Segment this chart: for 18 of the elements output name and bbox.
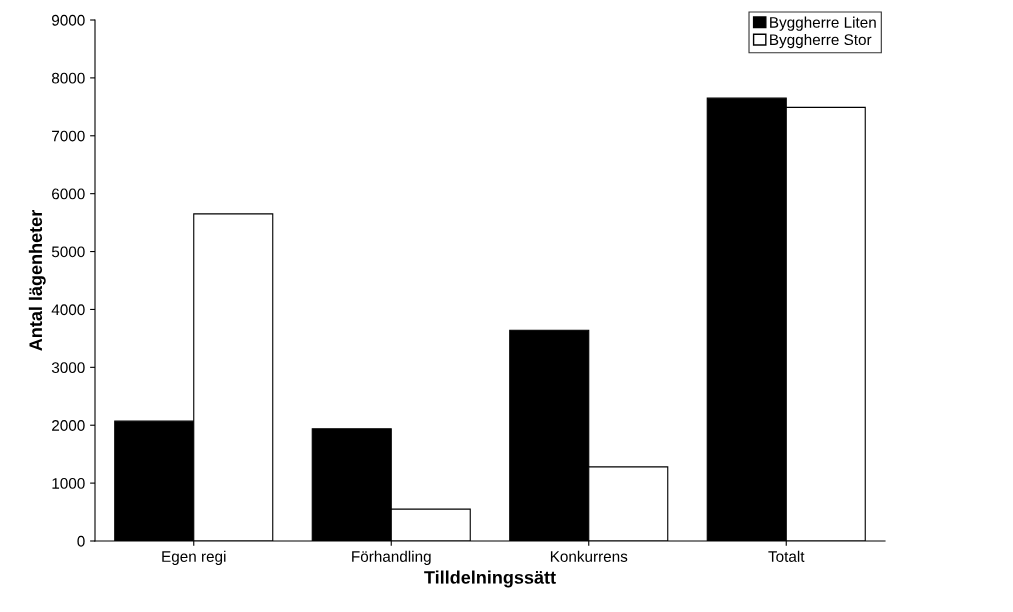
x-tick-label: Totalt bbox=[768, 550, 805, 562]
y-tick-label: 2000 bbox=[52, 420, 85, 431]
x-tick-label: Konkurrens bbox=[550, 550, 628, 562]
y-tick-label: 5000 bbox=[51, 246, 85, 258]
y-tick-label: 7000 bbox=[52, 130, 85, 142]
x-axis-title: Tilldelningssätt bbox=[424, 570, 556, 588]
x-tick-label: Egen regi bbox=[162, 550, 226, 565]
legend-label: Byggherre Liten bbox=[770, 16, 876, 31]
y-tick-label: 0 bbox=[77, 535, 85, 547]
y-tick-label: 1000 bbox=[52, 477, 85, 489]
y-tick-label: 6000 bbox=[52, 188, 85, 200]
y-tick-label: 9000 bbox=[52, 14, 85, 26]
y-tick-label: 4000 bbox=[51, 304, 85, 316]
y-tick-label: 3000 bbox=[51, 362, 85, 374]
legend-label: Byggherre Stor bbox=[770, 33, 872, 49]
y-tick-label: 8000 bbox=[51, 72, 85, 84]
x-tick-label: Förhandling bbox=[352, 550, 431, 565]
y-axis-title: Antal lägenheter bbox=[28, 210, 46, 351]
